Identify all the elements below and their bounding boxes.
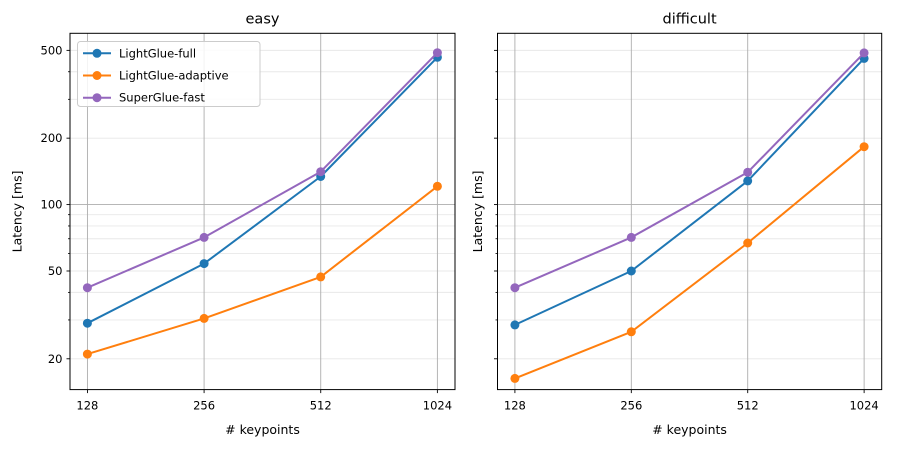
x-axis-label: # keypoints	[652, 422, 727, 437]
legend: LightGlue-full LightGlue-adaptive SuperGlu…	[77, 41, 261, 107]
marker-LightGlue-full-x512	[743, 176, 753, 186]
series-line-SuperGlue-fast	[513, 51, 866, 289]
legend-sample-marker	[92, 71, 102, 80]
marker-SuperGlue-fast-x1024	[432, 48, 442, 58]
series-line-LightGlue-full	[86, 56, 439, 325]
marker-LightGlue-adaptive-x128	[82, 349, 92, 359]
legend-label: SuperGlue-fast	[119, 91, 205, 105]
y-tick-label: 20	[48, 352, 63, 366]
marker-LightGlue-adaptive-x512	[316, 272, 326, 282]
marker-LightGlue-full-x128	[82, 318, 92, 328]
marker-LightGlue-adaptive-x128	[510, 373, 520, 383]
y-tick-label: 200	[41, 131, 63, 145]
marker-LightGlue-adaptive-x1024	[859, 142, 869, 152]
x-axis-label: # keypoints	[225, 422, 300, 437]
marker-LightGlue-adaptive-x256	[199, 313, 209, 323]
subplot-easy: 128 256 512 1024 20 50 100 200 500 easy # keypoint…	[10, 12, 456, 437]
legend-sample-marker	[92, 93, 102, 103]
subplot-difficult: 128 256 512 1024 difficult # keypoints Latency…	[470, 12, 883, 437]
marker-LightGlue-full-x256	[626, 266, 636, 276]
subplot-title: easy	[246, 12, 280, 28]
marker-SuperGlue-fast-x256	[199, 232, 209, 242]
marker-LightGlue-adaptive-x512	[743, 238, 753, 248]
series-line-SuperGlue-fast	[86, 51, 439, 289]
y-tick-label: 100	[41, 198, 63, 212]
marker-LightGlue-full-x128	[510, 320, 520, 330]
x-tick-label: 256	[620, 399, 642, 413]
legend-sample-marker	[92, 48, 102, 58]
subplot-title: difficult	[663, 12, 717, 28]
x-tick-label: 128	[504, 399, 526, 413]
legend-label: LightGlue-adaptive	[119, 69, 229, 83]
axes-spines	[69, 32, 456, 391]
marker-SuperGlue-fast-x512	[316, 167, 326, 177]
series-line-LightGlue-full	[513, 57, 866, 326]
y-axis-label: Latency [ms]	[470, 171, 485, 253]
x-tick-label: 512	[737, 399, 759, 413]
x-tick-label: 512	[310, 399, 332, 413]
axes-spines	[497, 32, 883, 391]
marker-LightGlue-adaptive-x256	[626, 327, 636, 337]
marker-SuperGlue-fast-x1024	[859, 48, 869, 58]
y-tick-label: 50	[48, 264, 63, 278]
x-tick-label: 1024	[849, 399, 878, 413]
x-tick-label: 256	[193, 399, 215, 413]
marker-LightGlue-full-x256	[199, 259, 209, 269]
marker-LightGlue-adaptive-x1024	[432, 181, 442, 191]
legend-label: LightGlue-full	[119, 46, 196, 60]
y-tick-label: 500	[41, 43, 63, 57]
legend-box	[77, 41, 261, 107]
y-axis-label: Latency [ms]	[10, 171, 25, 253]
marker-SuperGlue-fast-x128	[82, 283, 92, 293]
series-line-LightGlue-adaptive	[513, 145, 866, 380]
marker-SuperGlue-fast-x256	[626, 232, 636, 242]
x-tick-label: 1024	[423, 399, 452, 413]
series-line-LightGlue-adaptive	[86, 185, 439, 356]
marker-SuperGlue-fast-x512	[743, 167, 753, 177]
x-tick-label: 128	[76, 399, 98, 413]
marker-SuperGlue-fast-x128	[510, 283, 520, 293]
